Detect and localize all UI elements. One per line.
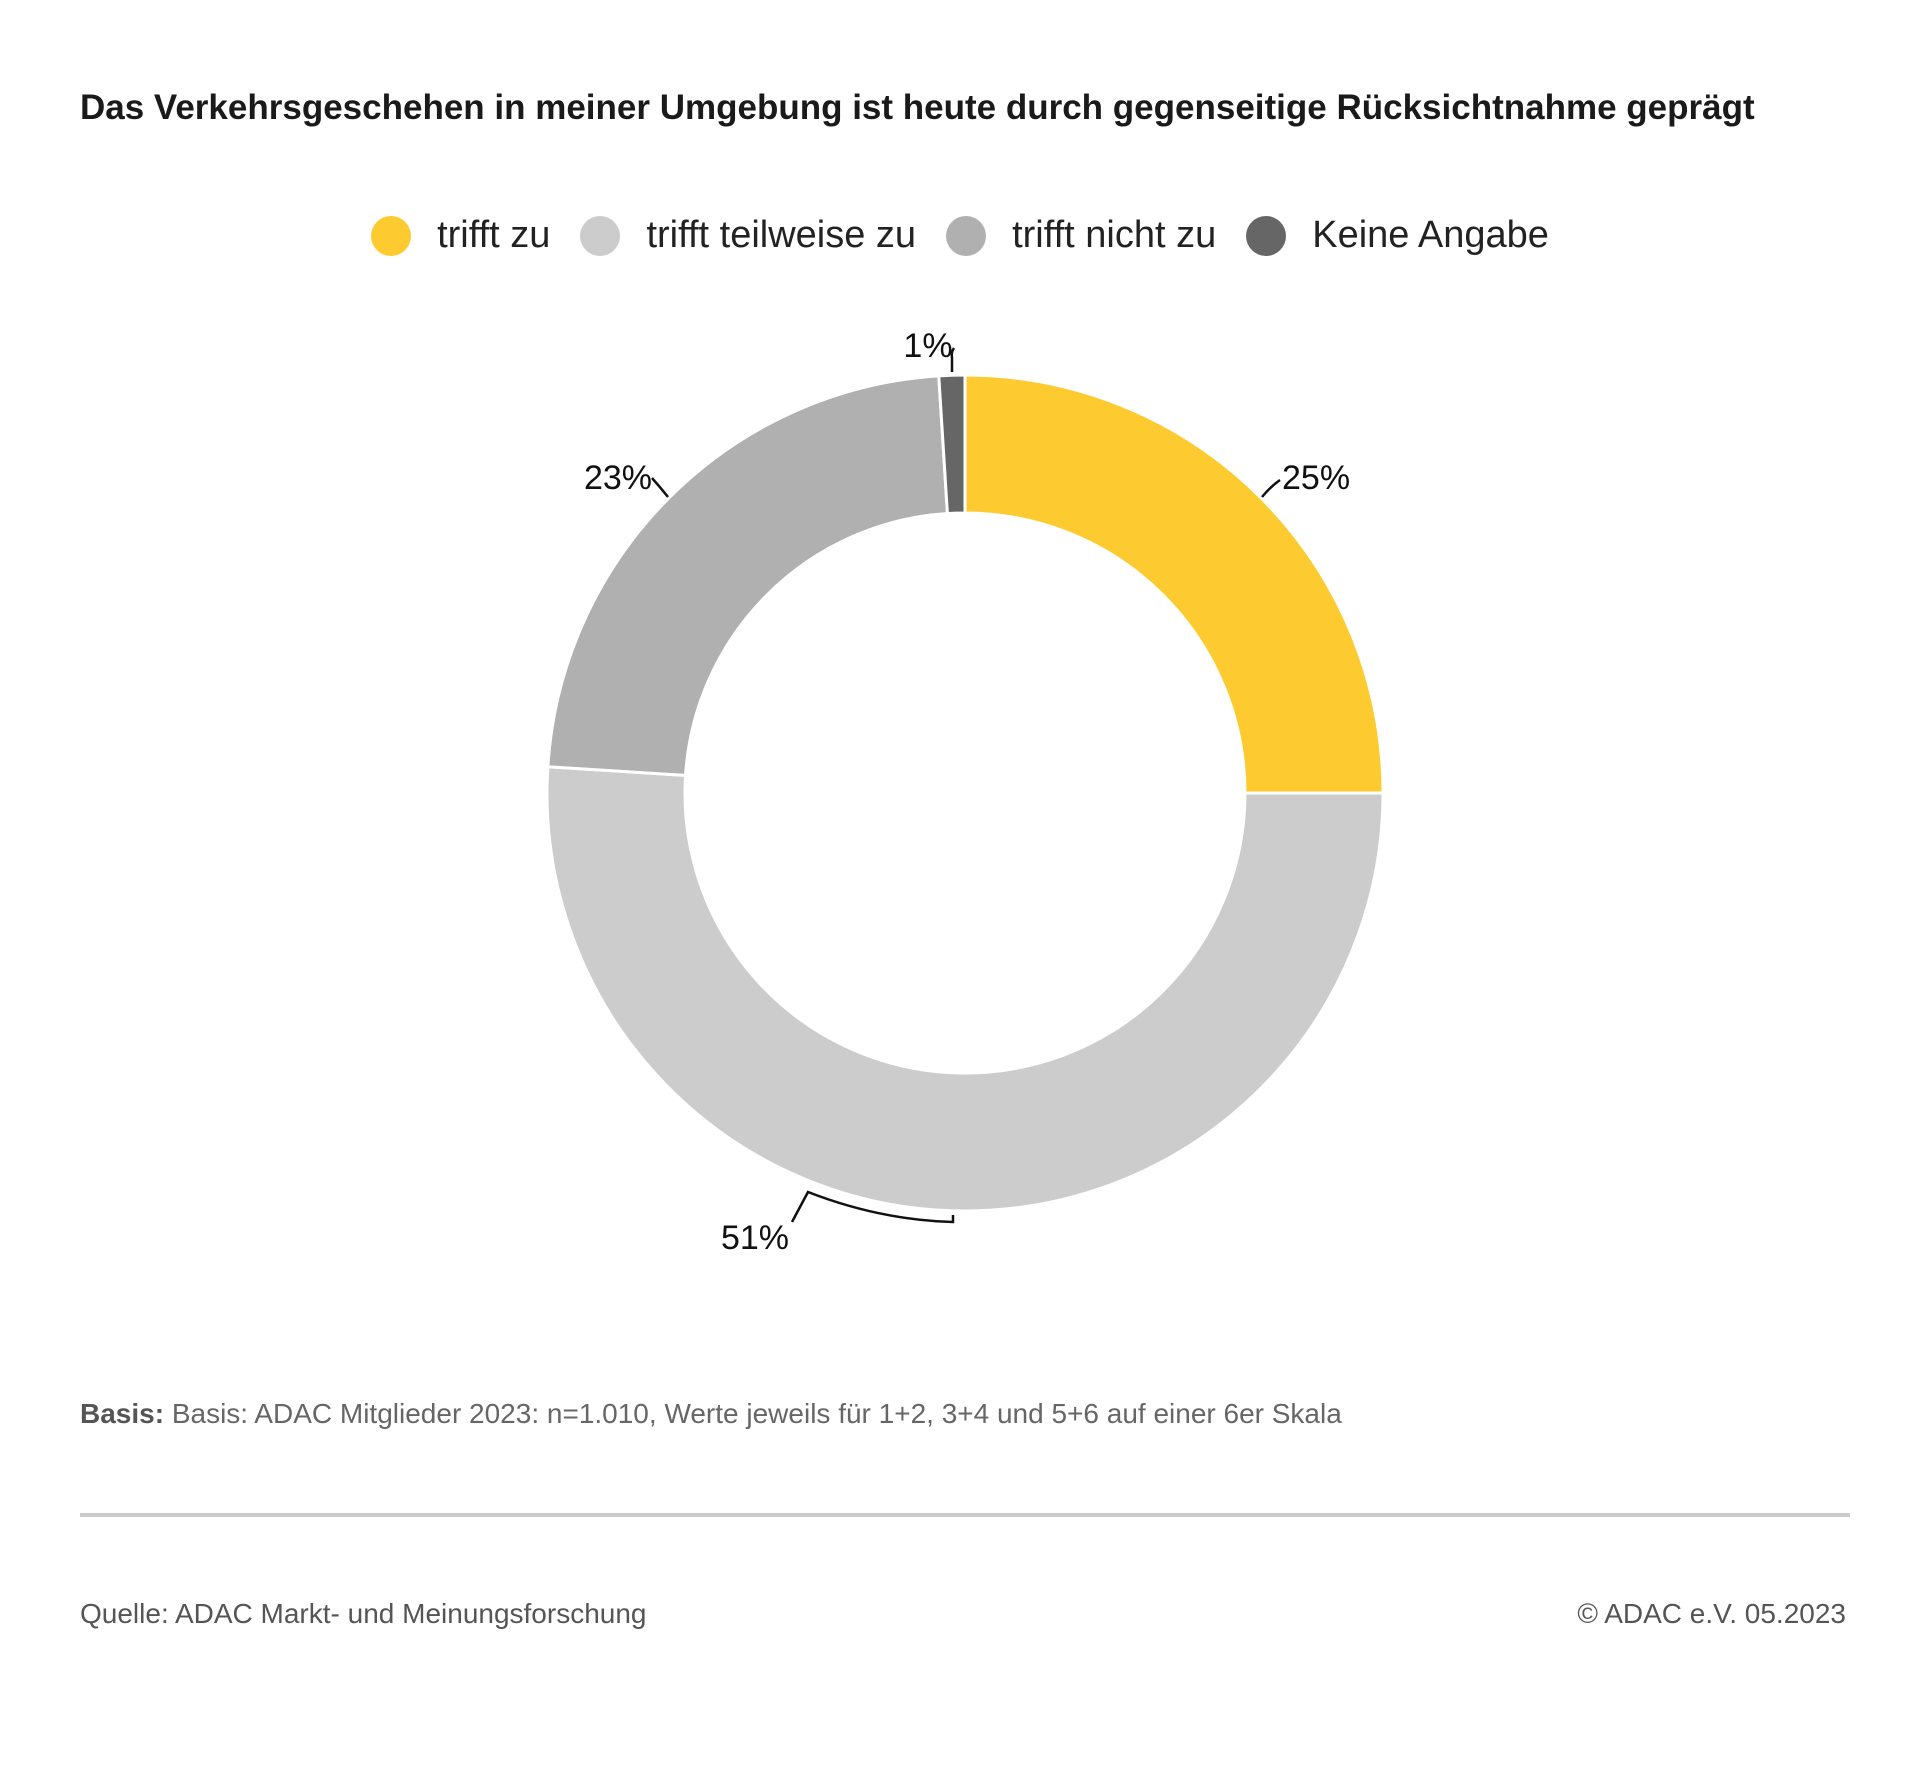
basis-text: Basis: ADAC Mitglieder 2023: n=1.010, We… — [171, 1398, 1342, 1429]
chart-title: Das Verkehrsgeschehen in meiner Umgebung… — [80, 88, 1755, 127]
basis-note: Basis: Basis: ADAC Mitglieder 2023: n=1.… — [80, 1398, 1342, 1430]
legend-label: trifft zu — [437, 214, 551, 256]
copyright: © ADAC e.V. 05.2023 — [1577, 1598, 1846, 1629]
legend-swatch — [946, 215, 987, 256]
donut-slice-2 — [546, 374, 950, 778]
leader-line-3 — [950, 347, 956, 372]
legend: trifft zu trifft teilweise zu trifft nic… — [0, 214, 1920, 257]
legend-swatch — [580, 215, 621, 256]
legend-item-trifft-nicht-zu: trifft nicht zu — [946, 214, 1216, 257]
data-label-0: 25% — [1282, 459, 1350, 497]
donut-slice-3 — [937, 373, 967, 516]
data-label-1: 51% — [721, 1219, 789, 1257]
divider — [80, 1513, 1850, 1517]
leader-line-2 — [651, 477, 669, 498]
legend-label: trifft teilweise zu — [646, 214, 917, 256]
donut-slice-1 — [545, 765, 1385, 1213]
legend-item-keine-angabe: Keine Angabe — [1246, 214, 1549, 257]
legend-label: trifft nicht zu — [1012, 214, 1217, 256]
legend-item-trifft-zu: trifft zu — [371, 214, 550, 257]
legend-label: Keine Angabe — [1312, 214, 1549, 256]
donut-slice-0 — [963, 373, 1385, 795]
data-label-2: 23% — [584, 459, 652, 497]
legend-swatch — [371, 215, 412, 256]
basis-prefix: Basis: — [80, 1398, 165, 1429]
donut-chart: 25% 51% 23% 1% — [545, 327, 1385, 1257]
data-label-3: 1% — [903, 327, 952, 365]
source-note: Quelle: ADAC Markt- und Meinungsforschun… — [80, 1598, 647, 1629]
legend-item-trifft-teilweise-zu: trifft teilweise zu — [580, 214, 916, 257]
leader-line-1 — [790, 1190, 955, 1224]
legend-swatch — [1246, 215, 1287, 256]
leader-line-0 — [1261, 478, 1281, 498]
